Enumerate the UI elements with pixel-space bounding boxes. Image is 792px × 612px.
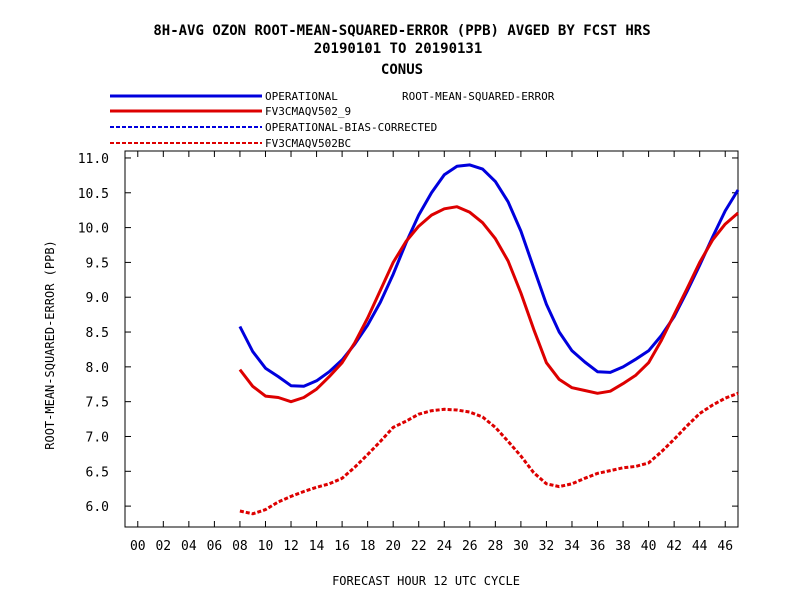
series-line-operational [238,163,740,388]
y-tick-label: 8.0 [86,361,109,376]
series-layer [238,163,740,516]
x-tick-label: 14 [309,539,325,554]
y-tick-label: 7.5 [86,396,109,411]
legend-label: OPERATIONAL [265,90,338,103]
x-tick-label: 06 [207,539,223,554]
plot-frame [124,150,739,528]
x-tick-label: 30 [513,539,529,554]
x-tick-label: 22 [411,539,427,554]
y-tick-label: 10.5 [78,187,109,202]
y-axis: 6.0 6.5 7.0 7.5 8.0 8.5 9.0 9.5 10.0 10.5 11.0 [78,152,738,515]
x-tick-label: 40 [641,539,657,554]
x-tick-label: 12 [283,539,299,554]
series-line-fv3cmaqv502bc [239,391,739,516]
chart-title: 8H-AVG OZON ROOT-MEAN-SQUARED-ERROR (PPB… [153,23,650,39]
x-tick-label: 44 [692,539,708,554]
legend-entry-operational: OPERATIONAL [110,90,338,103]
x-tick-label: 36 [590,539,606,554]
y-tick-label: 6.0 [86,500,109,515]
x-tick-label: 04 [181,539,197,554]
x-tick-label: 46 [717,539,733,554]
legend-label: FV3CMAQV502_9 [265,105,351,118]
x-tick-label: 42 [666,539,682,554]
chart-date-range: 20190101 TO 20190131 [314,41,483,57]
x-tick-label: 00 [130,539,146,554]
x-tick-label: 24 [436,539,452,554]
y-axis-label: ROOT-MEAN-SQUARED-ERROR (PPB) [43,240,57,450]
x-tick-label: 32 [539,539,555,554]
y-tick-label: 6.5 [86,465,109,480]
y-tick-label: 11.0 [78,152,109,167]
x-tick-label: 26 [462,539,478,554]
x-tick-label: 02 [155,539,171,554]
series-line-fv3cmaqv502-9 [238,205,739,404]
legend-entry-operational-bias-corrected: OPERATIONAL-BIAS-CORRECTED [110,121,437,134]
legend-entry-fv3cmaqv502-9: FV3CMAQV502_9 [110,105,351,118]
x-tick-label: 08 [232,539,248,554]
x-tick-label: 10 [258,539,274,554]
x-tick-label: 38 [615,539,631,554]
legend-entry-fv3cmaqv502bc: FV3CMAQV502BC [110,137,351,150]
legend-note: ROOT-MEAN-SQUARED-ERROR [402,90,555,103]
x-axis-label: FORECAST HOUR 12 UTC CYCLE [332,574,520,588]
x-tick-label: 18 [360,539,376,554]
x-tick-label: 16 [334,539,350,554]
y-tick-label: 7.0 [86,430,109,445]
y-tick-label: 8.5 [86,326,109,341]
x-tick-label: 28 [488,539,504,554]
legend-label: FV3CMAQV502BC [265,137,351,150]
y-tick-label: 9.5 [86,256,109,271]
legend-label: OPERATIONAL-BIAS-CORRECTED [265,121,437,134]
y-tick-label: 9.0 [86,291,109,306]
chart-region: CONUS [381,62,423,78]
x-axis: 00 02 04 06 08 10 12 14 16 18 20 22 24 26 28 30 32 34 36 38… [130,151,733,554]
x-tick-label: 34 [564,539,580,554]
y-tick-label: 10.0 [78,222,109,237]
legend: OPERATIONAL ROOT-MEAN-SQUARED-ERROR FV3C… [110,90,555,150]
x-tick-label: 20 [385,539,401,554]
